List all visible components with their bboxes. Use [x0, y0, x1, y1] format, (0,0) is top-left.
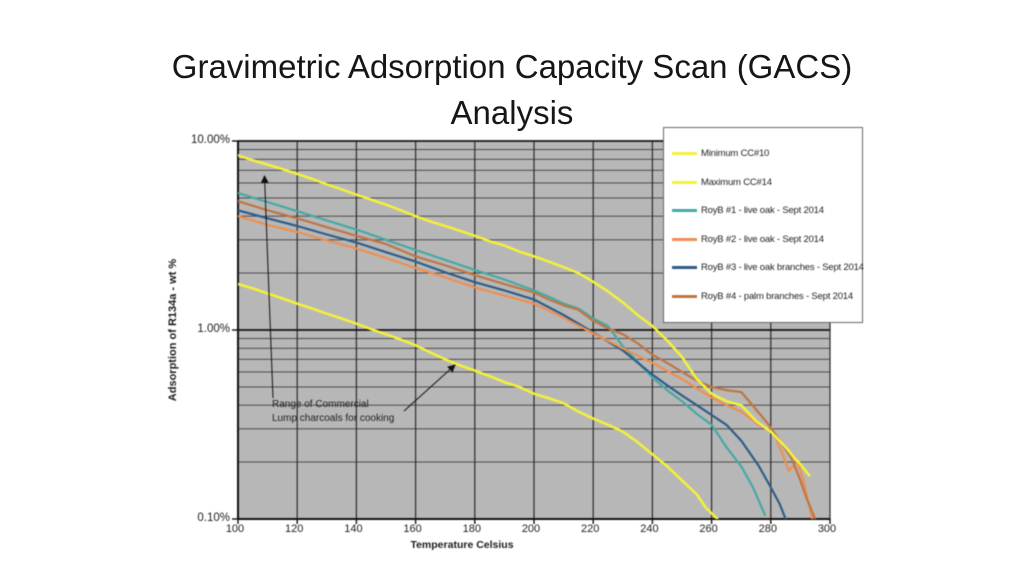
legend-swatch [672, 152, 697, 156]
series-line [238, 200, 817, 519]
legend-swatch [672, 266, 697, 270]
x-tick-label: 300 [817, 523, 837, 535]
legend-label: RoyB #3 - live oak branches - Sept 2014 [701, 262, 864, 274]
legend-item: Maximum CC#14 [672, 177, 860, 188]
x-axis-title: Temperature Celsius [410, 539, 514, 551]
legend-label: RoyB #4 - palm branches - Sept 2014 [701, 290, 853, 302]
legend-label: RoyB #1 - live oak - Sept 2014 [701, 205, 824, 217]
legend-label: RoyB #2 - live oak - Sept 2014 [701, 233, 824, 245]
x-tick-label: 240 [640, 523, 659, 535]
y-axis-title: Adsorption of R134a - wt % [167, 258, 179, 402]
x-tick-label: 260 [699, 523, 718, 535]
legend-label: Minimum CC#10 [701, 148, 770, 160]
legend-swatch [672, 180, 697, 184]
legend-swatch [672, 237, 697, 241]
chart-annotation: Range of Commercial Lump charcoals for c… [272, 398, 394, 426]
annotation-line1: Range of Commercial [272, 399, 369, 410]
legend-swatch [672, 209, 697, 213]
legend-swatch [672, 294, 697, 298]
y-tick-label: 1.00% [197, 323, 230, 335]
series-line [238, 215, 814, 519]
x-tick-label: 180 [462, 523, 481, 535]
chart-legend: Minimum CC#10 Maximum CC#14 RoyB #1 - live… [663, 127, 864, 323]
legend-label: Maximum CC#14 [701, 176, 772, 188]
legend-item: RoyB #4 - palm branches - Sept 2014 [672, 291, 860, 302]
x-tick-label: 200 [521, 523, 541, 535]
y-tick-label: 10.00% [190, 134, 230, 146]
annotation-arrows [260, 175, 456, 412]
series-line [238, 192, 767, 517]
series-line [238, 154, 811, 477]
legend-item: RoyB #2 - live oak - Sept 2014 [672, 234, 860, 245]
slide-title-line1: Gravimetric Adsorption Capacity Scan (GA… [171, 48, 853, 86]
x-tick-label: 280 [758, 523, 777, 535]
annotation-line2: Lump charcoals for cooking [272, 413, 395, 424]
x-tick-label: 220 [581, 523, 600, 535]
slide-title-line2: Analysis [450, 94, 574, 132]
x-tick-label: 100 [225, 523, 245, 535]
slide-title: Gravimetric Adsorption Capacity Scan (GA… [0, 44, 1024, 136]
x-tick-label: 120 [285, 523, 304, 535]
legend-item: RoyB #1 - live oak - Sept 2014 [672, 205, 860, 216]
series-line [238, 282, 719, 519]
legend-item: Minimum CC#10 [672, 148, 860, 159]
x-tick-label: 140 [344, 523, 363, 535]
legend-item: RoyB #3 - live oak branches - Sept 2014 [672, 262, 864, 273]
x-tick-label: 160 [403, 523, 422, 535]
y-tick-label: 0.10% [197, 512, 230, 524]
